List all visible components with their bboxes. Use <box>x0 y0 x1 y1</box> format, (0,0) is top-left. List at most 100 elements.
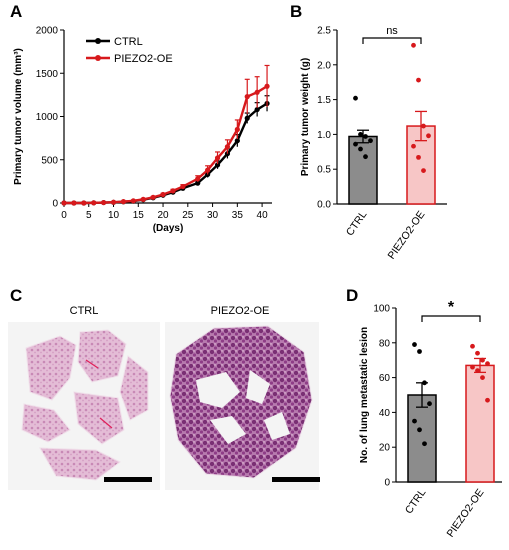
b-y-tick-label: 0.0 <box>317 200 331 211</box>
a-x-tick-label: 40 <box>257 210 269 221</box>
d-y-tick-label: 100 <box>373 304 390 315</box>
a-data-point <box>195 180 201 186</box>
a-x-tick-label: 15 <box>133 210 145 221</box>
b-point <box>411 42 416 48</box>
d-point <box>470 364 475 370</box>
d-x-tick-label: CTRL <box>403 487 429 516</box>
a-data-point <box>254 106 260 113</box>
a-x-tick-label: 25 <box>182 210 194 221</box>
b-point <box>363 154 368 160</box>
b-significance-label: ns <box>386 25 398 37</box>
a-data-point <box>91 200 97 206</box>
d-bar <box>407 394 437 483</box>
d-point <box>470 343 475 349</box>
b-point <box>353 95 358 101</box>
a-data-point <box>170 188 176 194</box>
panel-letter-a: A <box>10 2 23 21</box>
a-x-tick-label: 10 <box>108 210 120 221</box>
b-y-axis-label: Primary tumor weight (g) <box>300 58 311 176</box>
a-series-line <box>64 85 268 205</box>
a-legend-label: CTRL <box>114 36 143 48</box>
b-point <box>368 138 373 144</box>
b-significance-bracket <box>362 37 422 44</box>
a-y-tick-label: 2000 <box>36 26 59 37</box>
a-x-tick-label: 0 <box>61 210 67 221</box>
d-point <box>422 380 427 386</box>
a-series-line <box>64 102 268 205</box>
a-data-point <box>234 126 240 133</box>
a-y-tick-label: 500 <box>41 155 58 166</box>
a-data-point <box>110 199 117 205</box>
b-point <box>411 143 416 149</box>
d-point <box>412 418 417 424</box>
image-label-ctrl: CTRL <box>69 305 99 317</box>
a-x-tick-label: 5 <box>86 210 92 221</box>
b-y-tick-label: 2.5 <box>317 26 331 37</box>
d-point <box>480 357 485 363</box>
panel-letter-d: D <box>346 286 359 305</box>
a-y-tick-label: 1500 <box>36 69 59 80</box>
a-data-point <box>195 176 201 182</box>
d-point <box>480 375 485 380</box>
b-point <box>358 132 363 137</box>
b-point <box>416 154 421 160</box>
a-data-point <box>264 83 270 89</box>
a-data-point <box>150 194 156 200</box>
b-x-tick-label: CTRL <box>344 209 370 238</box>
b-point <box>358 146 363 152</box>
b-x-tick-label: PIEZO2-OE <box>385 209 427 262</box>
b-point <box>421 123 426 129</box>
d-significance-label: * <box>448 299 455 316</box>
a-data-point <box>254 89 260 95</box>
a-data-point <box>81 200 87 206</box>
a-x-axis-label: (Days) <box>153 223 184 234</box>
b-y-tick-label: 1.5 <box>317 95 331 106</box>
d-point <box>475 350 480 356</box>
b-y-tick-label: 1.0 <box>317 130 331 141</box>
a-data-point <box>61 200 67 206</box>
d-y-tick-label: 0 <box>384 478 390 489</box>
a-x-tick-label: 30 <box>207 210 219 221</box>
a-data-point <box>214 155 221 161</box>
d-y-tick-label: 80 <box>379 338 391 349</box>
a-data-point <box>244 94 250 100</box>
a-x-tick-label: 20 <box>157 210 169 221</box>
panel-letter-b: B <box>290 2 303 21</box>
d-y-tick-label: 60 <box>379 373 391 384</box>
a-y-axis-label: Primary tumor volume (mm³) <box>13 48 24 185</box>
b-point <box>353 141 358 147</box>
d-y-tick-label: 20 <box>379 443 391 454</box>
a-data-point <box>71 200 77 206</box>
b-y-tick-label: 0.5 <box>317 165 331 176</box>
d-point <box>485 361 490 367</box>
image-label-piezo2-oe: PIEZO2-OE <box>210 305 270 317</box>
d-point <box>475 368 480 374</box>
d-point <box>417 427 422 433</box>
a-data-point <box>244 115 250 121</box>
d-point <box>412 342 417 347</box>
panel-letter-c: C <box>10 286 23 305</box>
a-data-point <box>214 162 221 168</box>
a-data-point <box>130 198 136 204</box>
a-data-point <box>205 167 211 173</box>
d-point <box>422 441 427 447</box>
a-y-tick-label: 0 <box>52 199 58 210</box>
d-point <box>417 349 422 354</box>
b-point <box>421 168 426 173</box>
b-point <box>416 77 421 83</box>
a-legend-label: PIEZO2-OE <box>114 53 173 65</box>
d-y-axis-label: No. of lung metastatic lesion <box>359 327 370 463</box>
a-data-point <box>101 199 107 206</box>
d-point <box>427 401 432 407</box>
d-y-tick-label: 40 <box>379 408 391 419</box>
d-point <box>485 397 490 403</box>
a-y-tick-label: 1000 <box>36 112 59 123</box>
a-legend-marker <box>95 38 101 44</box>
a-data-point <box>140 196 146 202</box>
d-bar <box>465 364 495 483</box>
d-significance-bracket <box>421 315 481 322</box>
a-data-point <box>224 144 231 150</box>
a-data-point <box>234 138 240 144</box>
b-bar <box>348 135 378 205</box>
